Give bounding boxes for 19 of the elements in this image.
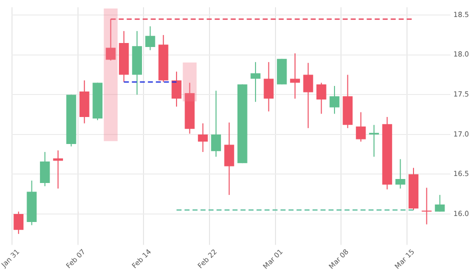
candlestick — [250, 62, 260, 102]
candlestick — [106, 18, 116, 61]
candlestick — [330, 85, 340, 114]
candlestick — [40, 151, 50, 187]
candlestick — [198, 122, 208, 152]
candlestick — [264, 62, 274, 112]
candlestick — [316, 82, 326, 114]
candlestick — [172, 71, 182, 108]
candlestick — [224, 122, 234, 196]
candlestick — [145, 26, 156, 51]
candlestick — [290, 52, 300, 100]
candlestick — [395, 158, 406, 190]
candlestick — [303, 62, 314, 129]
candlestick — [422, 187, 432, 225]
candlestick — [356, 112, 366, 142]
candlestick — [434, 194, 445, 212]
candlestick — [369, 124, 379, 158]
candlestick — [14, 211, 24, 234]
candlestick — [211, 90, 221, 158]
